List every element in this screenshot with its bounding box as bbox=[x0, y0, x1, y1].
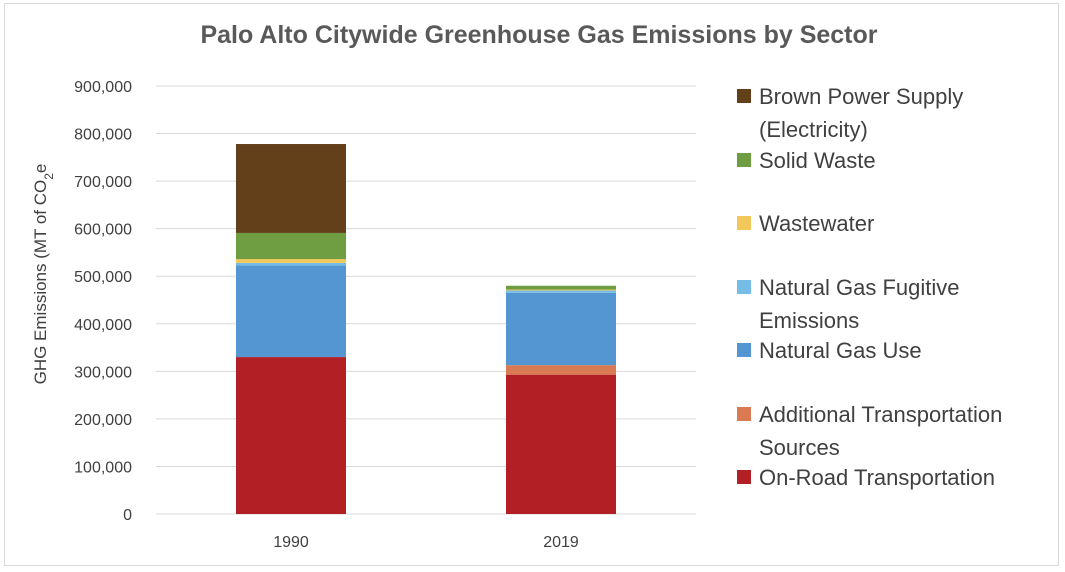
chart-svg: Palo Alto Citywide Greenhouse Gas Emissi… bbox=[31, 21, 1002, 551]
legend-swatch bbox=[737, 470, 751, 484]
bar-segment bbox=[236, 265, 346, 358]
x-tick-label: 2019 bbox=[543, 534, 579, 551]
legend-label: Sources bbox=[759, 435, 840, 460]
bar-segment bbox=[236, 232, 346, 260]
y-tick-label: 200,000 bbox=[74, 412, 132, 429]
bar-segment bbox=[506, 289, 616, 291]
legend-swatch bbox=[737, 343, 751, 357]
y-axis-label-sub: 2 bbox=[42, 173, 56, 180]
y-tick-label: 600,000 bbox=[74, 222, 132, 239]
legend-label: Brown Power Supply bbox=[759, 84, 963, 109]
chart-title: Palo Alto Citywide Greenhouse Gas Emissi… bbox=[200, 21, 877, 49]
legend-swatch bbox=[737, 216, 751, 230]
legend-swatch bbox=[737, 153, 751, 167]
legend-label: On-Road Transportation bbox=[759, 465, 995, 490]
bars bbox=[236, 144, 616, 514]
bar-segment bbox=[506, 365, 616, 375]
y-tick-label: 900,000 bbox=[74, 79, 132, 96]
y-tick-label: 300,000 bbox=[74, 364, 132, 381]
bar-segment bbox=[506, 374, 616, 514]
bar-segment bbox=[506, 290, 616, 293]
x-tick-label: 1990 bbox=[273, 534, 309, 551]
y-axis-label-tail: e bbox=[31, 164, 50, 173]
bar-segment bbox=[236, 357, 346, 514]
legend-label: Solid Waste bbox=[759, 148, 876, 173]
y-tick-label: 400,000 bbox=[74, 317, 132, 334]
legend-label: Wastewater bbox=[759, 211, 874, 236]
legend-label: Natural Gas Use bbox=[759, 338, 922, 363]
bar-segment bbox=[506, 292, 616, 366]
bar-segment bbox=[236, 144, 346, 233]
legend-label: Emissions bbox=[759, 308, 859, 333]
legend-label: Additional Transportation bbox=[759, 402, 1002, 427]
legend-swatch bbox=[737, 407, 751, 421]
legend-swatch bbox=[737, 280, 751, 294]
legend-label: Natural Gas Fugitive bbox=[759, 275, 960, 300]
bar-segment bbox=[236, 259, 346, 263]
legend: Brown Power Supply (Electricity) Solid Was… bbox=[737, 84, 1002, 490]
y-axis-label: GHG Emissions (MT of CO2e bbox=[31, 164, 56, 385]
bar-segment bbox=[506, 285, 616, 290]
bar-segment bbox=[236, 262, 346, 266]
y-tick-label: 800,000 bbox=[74, 127, 132, 144]
y-tick-label: 500,000 bbox=[74, 269, 132, 286]
y-tick-labels: 0 100,000 200,000 300,000 400,000 500,000 600,… bbox=[74, 79, 132, 524]
y-tick-label: 700,000 bbox=[74, 174, 132, 191]
y-tick-label: 0 bbox=[123, 507, 132, 524]
chart-frame: Palo Alto Citywide Greenhouse Gas Emissi… bbox=[4, 3, 1059, 566]
x-tick-labels: 1990 2019 bbox=[273, 534, 579, 551]
y-tick-label: 100,000 bbox=[74, 459, 132, 476]
y-axis-label-main: GHG Emissions (MT of CO bbox=[31, 180, 50, 385]
legend-label: (Electricity) bbox=[759, 117, 868, 142]
legend-swatch bbox=[737, 89, 751, 103]
